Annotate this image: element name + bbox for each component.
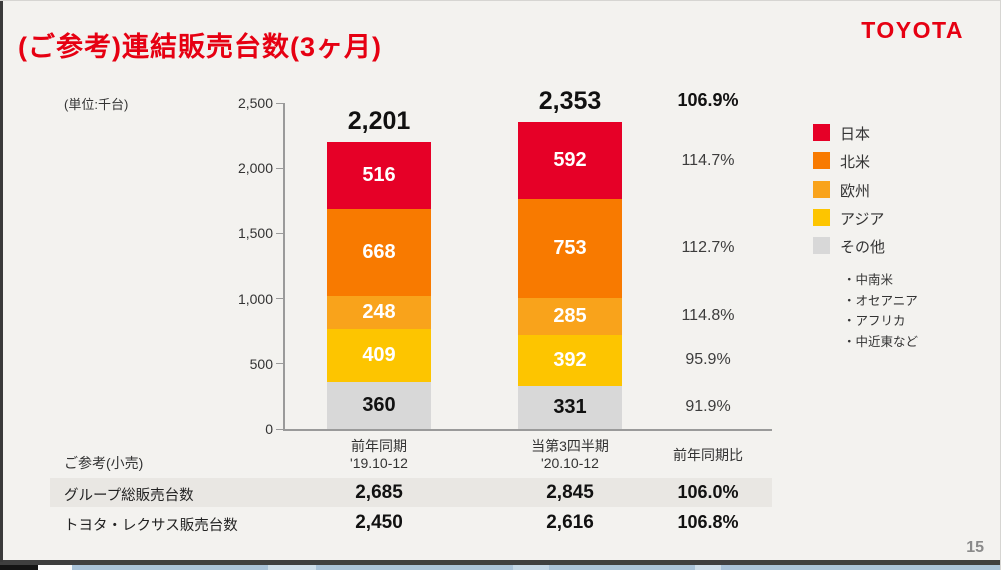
legend-swatch-europe bbox=[813, 180, 830, 198]
legend-note: ・中南米 bbox=[843, 273, 894, 287]
page-title: (ご参考)連結販売台数(3ヶ月) bbox=[18, 32, 382, 62]
bar-segment-value-europe: 285 bbox=[553, 304, 587, 327]
y-axis-tick-label: 1,500 bbox=[237, 225, 273, 242]
slide-bottom-border bbox=[0, 560, 1000, 565]
bar-segment-value-japan: 516 bbox=[362, 163, 396, 186]
legend-note: ・中近東など bbox=[843, 334, 919, 349]
legend-label-others: その他 bbox=[840, 239, 886, 257]
table-row-label: グループ総販売台数 bbox=[64, 488, 194, 504]
bar-segment-asia bbox=[518, 334, 622, 386]
legend-label-europe: 欧州 bbox=[840, 182, 871, 200]
bar-total-label: 2,353 bbox=[538, 87, 602, 116]
bar-segment-value-north-america: 753 bbox=[553, 237, 587, 260]
bar-segment-value-europe: 248 bbox=[362, 301, 396, 324]
legend-swatch-asia bbox=[813, 208, 830, 226]
legend-note: ・アフリカ bbox=[843, 314, 906, 328]
bar-segment-north-america bbox=[518, 199, 622, 298]
y-axis-tick-label: 0 bbox=[265, 421, 273, 437]
page-number: 15 bbox=[966, 539, 984, 556]
bar-total-label: 2,201 bbox=[347, 106, 411, 135]
yoy-column-header: 前年同期比 bbox=[673, 447, 743, 463]
bar-segment-others bbox=[518, 385, 622, 429]
legend-note: ・オセアニア bbox=[843, 293, 918, 308]
y-axis-line bbox=[283, 103, 285, 431]
yoy-total-value: 106.9% bbox=[677, 90, 739, 111]
bar-segment-value-others: 331 bbox=[553, 395, 587, 418]
bar-segment-europe bbox=[327, 296, 431, 329]
window-edge-strip bbox=[0, 565, 1000, 570]
y-axis-tick bbox=[276, 298, 283, 300]
table-caption: ご参考(小売) bbox=[64, 455, 144, 471]
table-cell-yoy: 106.8% bbox=[677, 512, 739, 532]
table-row-label: トヨタ・レクサス販売台数 bbox=[64, 518, 238, 534]
y-axis-tick-label: 1,000 bbox=[237, 290, 273, 307]
edge-strip-segment bbox=[695, 565, 721, 570]
bar-segment-value-others: 360 bbox=[362, 394, 396, 417]
bar-segment-others bbox=[327, 382, 431, 429]
yoy-segment-value-others: 91.9% bbox=[685, 398, 731, 416]
yoy-segment-value-asia: 95.9% bbox=[685, 351, 731, 369]
legend-swatch-japan bbox=[813, 124, 830, 141]
window-left-edge bbox=[0, 1, 3, 562]
bar-segment-japan bbox=[518, 122, 622, 200]
bar-segment-value-asia: 409 bbox=[362, 343, 396, 366]
table-row-band bbox=[50, 478, 772, 507]
table-cell-value: 2,616 bbox=[546, 512, 594, 533]
table-cell-value: 2,845 bbox=[546, 482, 594, 503]
table-cell-value: 2,450 bbox=[355, 512, 403, 533]
yoy-segment-value-europe: 114.8% bbox=[681, 307, 735, 325]
toyota-logo: TOYOTA bbox=[861, 17, 964, 43]
unit-label: (単位:千台) bbox=[64, 97, 129, 112]
bar-segment-north-america bbox=[327, 209, 431, 297]
edge-strip-segment bbox=[268, 565, 316, 570]
table-cell-yoy: 106.0% bbox=[677, 482, 739, 502]
yoy-segment-value-japan: 114.7% bbox=[681, 151, 735, 169]
y-axis-tick bbox=[276, 363, 283, 365]
bar-segment-japan bbox=[327, 141, 431, 210]
edge-strip-segment bbox=[38, 565, 72, 570]
y-axis-tick bbox=[276, 102, 283, 104]
bar-segment-asia bbox=[327, 328, 431, 383]
x-axis-category-label: 当第3四半期 '20.10-12 bbox=[531, 438, 609, 471]
legend-label-north-america: 北米 bbox=[840, 154, 871, 172]
y-axis-tick bbox=[276, 167, 283, 169]
bar-segment-europe bbox=[518, 297, 622, 335]
bar-segment-value-asia: 392 bbox=[553, 348, 587, 371]
y-axis-tick bbox=[276, 232, 283, 234]
table-cell-value: 2,685 bbox=[355, 482, 403, 503]
legend-swatch-others bbox=[813, 237, 830, 255]
y-axis-tick bbox=[276, 428, 283, 430]
legend-label-japan: 日本 bbox=[840, 126, 871, 143]
y-axis-tick-label: 2,000 bbox=[237, 160, 273, 177]
legend-swatch-north-america bbox=[813, 152, 830, 170]
bar-segment-value-north-america: 668 bbox=[362, 241, 396, 264]
legend-label-asia: アジア bbox=[840, 210, 885, 228]
edge-strip-segment bbox=[513, 565, 549, 570]
yoy-segment-value-north-america: 112.7% bbox=[681, 239, 735, 257]
edge-strip-segment bbox=[0, 565, 38, 570]
x-axis-category-label: 前年同期 '19.10-12 bbox=[350, 438, 408, 471]
y-axis-tick-label: 2,500 bbox=[237, 95, 273, 111]
y-axis-tick-label: 500 bbox=[249, 355, 273, 372]
bar-segment-value-japan: 592 bbox=[553, 149, 587, 172]
x-axis-line bbox=[283, 429, 772, 431]
